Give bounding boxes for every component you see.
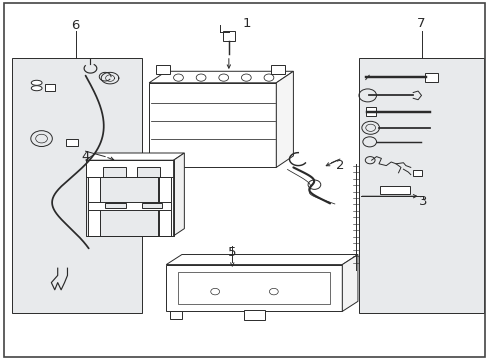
Bar	[244, 310, 264, 320]
Bar	[88, 177, 100, 236]
Text: 2: 2	[335, 159, 344, 172]
Polygon shape	[276, 71, 293, 167]
Bar	[412, 170, 421, 176]
Bar	[142, 203, 162, 208]
Text: 6: 6	[71, 19, 80, 32]
Text: 4: 4	[81, 150, 90, 163]
Bar	[223, 31, 234, 41]
Bar	[425, 73, 437, 82]
Bar	[105, 203, 125, 208]
Text: 1: 1	[242, 17, 251, 30]
Circle shape	[307, 180, 320, 189]
Bar	[170, 311, 182, 319]
Ellipse shape	[31, 80, 42, 85]
Polygon shape	[149, 71, 293, 83]
Bar	[102, 167, 126, 177]
Bar	[137, 167, 160, 177]
Bar	[159, 177, 171, 236]
Text: 7: 7	[416, 17, 425, 30]
Polygon shape	[85, 153, 184, 160]
Bar	[271, 65, 285, 74]
Bar	[178, 272, 329, 304]
Bar	[100, 177, 158, 236]
Polygon shape	[342, 255, 357, 311]
Polygon shape	[173, 153, 184, 236]
Bar	[149, 83, 276, 167]
Bar	[359, 58, 483, 313]
Text: 5: 5	[227, 246, 236, 258]
Text: 3: 3	[418, 195, 427, 208]
Bar	[380, 186, 409, 194]
Bar	[12, 58, 142, 313]
Bar	[156, 65, 170, 74]
Bar	[66, 139, 78, 146]
Bar	[45, 84, 55, 91]
Bar	[365, 107, 375, 116]
Bar	[166, 265, 342, 311]
Polygon shape	[166, 255, 357, 265]
Polygon shape	[85, 160, 173, 177]
Bar	[88, 202, 171, 210]
Ellipse shape	[31, 86, 42, 91]
